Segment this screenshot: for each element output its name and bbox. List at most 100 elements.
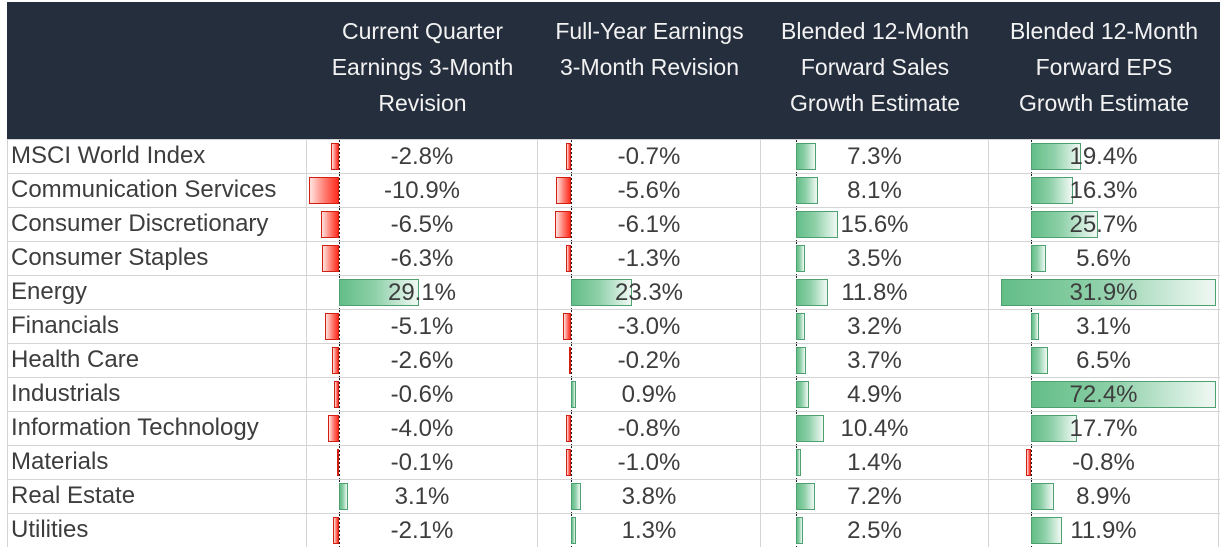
cell-value: 7.3% bbox=[847, 143, 902, 170]
zero-axis-line bbox=[339, 140, 340, 173]
row-label: Consumer Discretionary bbox=[7, 208, 307, 241]
data-cell: 3.1% bbox=[989, 310, 1219, 343]
positive-data-bar bbox=[1031, 143, 1081, 170]
cell-value: 15.6% bbox=[840, 211, 909, 238]
positive-data-bar bbox=[1031, 483, 1054, 510]
negative-data-bar bbox=[556, 177, 571, 204]
cell-value: -5.1% bbox=[390, 313, 454, 340]
data-cell: 4.9% bbox=[761, 378, 989, 411]
data-cell: -0.7% bbox=[538, 140, 761, 173]
table-row: Energy 29.1% 23.3% 11.8% 31.9% bbox=[7, 275, 1220, 309]
cell-value: 4.9% bbox=[847, 381, 902, 408]
header-cell-full-year: Full-Year Earnings 3-Month Revision bbox=[555, 18, 744, 80]
data-cell: 72.4% bbox=[989, 378, 1219, 411]
data-cell: 29.1% bbox=[307, 276, 538, 309]
positive-data-bar bbox=[796, 211, 838, 238]
cell-value: -2.1% bbox=[390, 517, 454, 544]
positive-data-bar bbox=[339, 279, 419, 306]
positive-data-bar bbox=[796, 347, 806, 374]
row-label: Utilities bbox=[7, 514, 307, 547]
data-cell: -4.0% bbox=[307, 412, 538, 445]
positive-data-bar bbox=[796, 313, 805, 340]
data-cell: -0.2% bbox=[538, 344, 761, 377]
zero-axis-line bbox=[571, 208, 572, 241]
positive-data-bar bbox=[796, 177, 818, 204]
zero-axis-line bbox=[571, 174, 572, 207]
cell-value: 11.9% bbox=[1070, 517, 1137, 544]
positive-data-bar bbox=[796, 381, 809, 408]
zero-axis-line bbox=[571, 310, 572, 343]
data-cell: -6.1% bbox=[538, 208, 761, 241]
cell-value: -1.3% bbox=[617, 245, 681, 272]
data-cell: -6.3% bbox=[307, 242, 538, 275]
negative-data-bar bbox=[321, 211, 339, 238]
positive-data-bar bbox=[1031, 415, 1077, 442]
positive-data-bar bbox=[571, 279, 632, 306]
row-label: Financials bbox=[7, 310, 307, 343]
cell-value: 3.1% bbox=[394, 483, 450, 510]
data-cell: -1.3% bbox=[538, 242, 761, 275]
data-cell: -5.1% bbox=[307, 310, 538, 343]
data-cell: -3.0% bbox=[538, 310, 761, 343]
earnings-revisions-table: Current Quarter Earnings 3-Month Revisio… bbox=[7, 2, 1220, 547]
zero-axis-line bbox=[339, 514, 340, 547]
cell-value: 3.8% bbox=[621, 483, 677, 510]
negative-data-bar bbox=[566, 245, 571, 272]
negative-data-bar bbox=[566, 415, 571, 442]
positive-data-bar bbox=[796, 245, 805, 272]
table-body: MSCI World Index -2.8% -0.7% 7.3% 19.4% Commu… bbox=[7, 139, 1220, 547]
negative-data-bar bbox=[331, 143, 339, 170]
positive-data-bar bbox=[1001, 279, 1216, 306]
negative-data-bar bbox=[309, 177, 339, 204]
table-row: Materials -0.1% -1.0% 1.4% -0.8% bbox=[7, 445, 1220, 479]
data-cell: -2.8% bbox=[307, 140, 538, 173]
negative-data-bar bbox=[328, 415, 339, 442]
data-cell: 0.9% bbox=[538, 378, 761, 411]
header-cell-empty bbox=[7, 2, 307, 139]
negative-data-bar bbox=[566, 449, 571, 476]
positive-data-bar bbox=[571, 381, 576, 408]
data-cell: 17.7% bbox=[989, 412, 1219, 445]
negative-data-bar bbox=[569, 347, 571, 374]
cell-value: 1.4% bbox=[847, 449, 902, 476]
data-cell: 6.5% bbox=[989, 344, 1219, 377]
negative-data-bar bbox=[334, 381, 339, 408]
positive-data-bar bbox=[1031, 347, 1048, 374]
table-row: Real Estate 3.1% 3.8% 7.2% 8.9% bbox=[7, 479, 1220, 513]
negative-data-bar bbox=[322, 245, 339, 272]
zero-axis-line bbox=[339, 242, 340, 275]
positive-data-bar bbox=[796, 143, 816, 170]
table-row: MSCI World Index -2.8% -0.7% 7.3% 19.4% bbox=[7, 139, 1220, 173]
data-cell: -10.9% bbox=[307, 174, 538, 207]
zero-axis-line bbox=[339, 174, 340, 207]
data-cell: 7.3% bbox=[761, 140, 989, 173]
cell-value: 8.1% bbox=[847, 177, 902, 204]
table-row: Financials -5.1% -3.0% 3.2% 3.1% bbox=[7, 309, 1220, 343]
data-cell: 3.8% bbox=[538, 480, 761, 513]
data-cell: -0.8% bbox=[538, 412, 761, 445]
cell-value: 16.3% bbox=[1069, 177, 1138, 204]
data-cell: 3.5% bbox=[761, 242, 989, 275]
cell-value: -6.5% bbox=[390, 211, 454, 238]
negative-data-bar bbox=[332, 347, 339, 374]
positive-data-bar bbox=[1031, 211, 1098, 238]
cell-value: 3.2% bbox=[847, 313, 902, 340]
data-cell: 5.6% bbox=[989, 242, 1219, 275]
row-label: Information Technology bbox=[7, 412, 307, 445]
cell-value: 29.1% bbox=[387, 279, 457, 306]
header-cell-forward-sales: Blended 12-Month Forward Sales Growth Es… bbox=[781, 18, 969, 116]
positive-data-bar bbox=[571, 517, 576, 544]
cell-value: -4.0% bbox=[390, 415, 454, 442]
cell-value: 2.5% bbox=[847, 517, 902, 544]
positive-data-bar bbox=[1031, 245, 1046, 272]
row-label: Communication Services bbox=[7, 174, 307, 207]
zero-axis-line bbox=[339, 208, 340, 241]
zero-axis-line bbox=[571, 446, 572, 479]
cell-value: 0.9% bbox=[621, 381, 677, 408]
positive-data-bar bbox=[796, 483, 815, 510]
data-cell: 11.8% bbox=[761, 276, 989, 309]
row-label: MSCI World Index bbox=[7, 140, 307, 173]
cell-value: -3.0% bbox=[617, 313, 681, 340]
negative-data-bar bbox=[563, 313, 571, 340]
cell-value: 1.3% bbox=[621, 517, 677, 544]
